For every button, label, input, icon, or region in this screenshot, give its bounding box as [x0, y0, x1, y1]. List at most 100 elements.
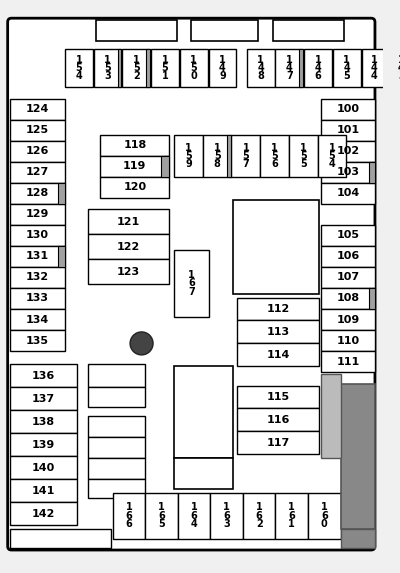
Bar [94, 49, 122, 87]
Bar [362, 49, 387, 87]
Bar [174, 135, 203, 177]
Text: 140: 140 [32, 463, 55, 473]
Bar [247, 49, 274, 87]
Text: 1
5
5: 1 5 5 [300, 143, 306, 170]
Bar [10, 140, 65, 162]
Text: 100: 100 [337, 104, 360, 114]
Text: 1
6
4: 1 6 4 [191, 502, 198, 529]
Bar [203, 135, 232, 177]
Bar [58, 183, 65, 204]
Text: 137: 137 [32, 394, 55, 404]
Bar [10, 246, 65, 267]
Text: 1
4
3: 1 4 3 [398, 54, 400, 81]
Text: 121: 121 [117, 217, 140, 227]
Text: 130: 130 [26, 230, 49, 240]
Text: 1
6
6: 1 6 6 [126, 502, 132, 529]
Text: 117: 117 [267, 438, 290, 448]
Text: 110: 110 [337, 336, 360, 346]
Text: 123: 123 [117, 266, 140, 277]
Text: 115: 115 [267, 392, 290, 402]
Bar [321, 309, 375, 330]
Text: 136: 136 [32, 371, 55, 381]
Bar [340, 383, 375, 529]
Text: 127: 127 [26, 167, 49, 177]
Text: 1
4
6: 1 4 6 [315, 54, 322, 81]
Bar [10, 204, 65, 225]
Bar [10, 502, 76, 525]
Text: 125: 125 [26, 125, 49, 135]
Bar [276, 49, 303, 87]
Bar [10, 267, 65, 288]
Text: 129: 129 [26, 209, 49, 219]
Bar [88, 437, 145, 458]
Bar [304, 49, 332, 87]
Text: 105: 105 [337, 230, 360, 240]
Bar [237, 431, 320, 454]
Bar [368, 162, 375, 183]
Text: 104: 104 [336, 189, 360, 198]
Bar [10, 288, 65, 309]
Bar [174, 366, 233, 458]
Bar [100, 156, 169, 177]
Text: 111: 111 [336, 356, 360, 367]
Bar [237, 409, 320, 431]
Bar [10, 433, 76, 456]
Text: 101: 101 [337, 125, 360, 135]
Bar [88, 458, 145, 479]
Text: 1
6
5: 1 6 5 [158, 502, 165, 529]
Bar [321, 351, 375, 372]
Text: 112: 112 [267, 304, 290, 314]
Text: 128: 128 [26, 189, 49, 198]
Text: 1
6
3: 1 6 3 [223, 502, 230, 529]
Bar [96, 20, 177, 41]
Bar [321, 288, 375, 309]
Bar [10, 309, 65, 330]
Bar [100, 177, 169, 198]
Text: 124: 124 [26, 104, 49, 114]
Bar [321, 120, 375, 140]
Bar [276, 493, 308, 539]
Text: 106: 106 [336, 252, 360, 261]
Text: 1
5
4: 1 5 4 [328, 143, 335, 170]
Text: 1
6
2: 1 6 2 [256, 502, 262, 529]
Bar [88, 234, 169, 259]
Text: 1
6
0: 1 6 0 [321, 502, 328, 529]
Bar [10, 183, 65, 204]
Text: 1
6
7: 1 6 7 [188, 270, 195, 297]
Bar [10, 120, 65, 140]
Text: 118: 118 [123, 140, 146, 151]
Bar [118, 49, 122, 87]
Bar [100, 135, 169, 156]
Bar [333, 49, 361, 87]
Circle shape [130, 332, 153, 355]
Bar [10, 225, 65, 246]
Text: 109: 109 [336, 315, 360, 324]
Bar [321, 374, 340, 458]
Bar [289, 135, 318, 177]
Bar [10, 387, 76, 410]
Bar [10, 456, 76, 479]
Bar [10, 364, 76, 387]
Text: 1
5
4: 1 5 4 [76, 54, 82, 81]
Bar [88, 210, 169, 234]
Text: 1
4
9: 1 4 9 [219, 54, 226, 81]
Bar [146, 49, 150, 87]
Bar [299, 49, 303, 87]
Bar [210, 493, 243, 539]
Bar [232, 135, 260, 177]
Text: 135: 135 [26, 336, 49, 346]
Text: 1
5
0: 1 5 0 [190, 54, 197, 81]
Bar [174, 250, 208, 317]
Text: 1
5
2: 1 5 2 [133, 54, 140, 81]
Text: 114: 114 [267, 350, 290, 360]
Text: 134: 134 [26, 315, 49, 324]
Text: 126: 126 [26, 146, 49, 156]
Text: 133: 133 [26, 293, 49, 304]
Text: 1
6
1: 1 6 1 [288, 502, 295, 529]
Bar [88, 387, 145, 407]
Bar [321, 246, 375, 267]
Bar [321, 99, 375, 120]
Text: 138: 138 [32, 417, 55, 427]
Text: 1
4
8: 1 4 8 [257, 54, 264, 81]
Text: 141: 141 [31, 486, 55, 496]
